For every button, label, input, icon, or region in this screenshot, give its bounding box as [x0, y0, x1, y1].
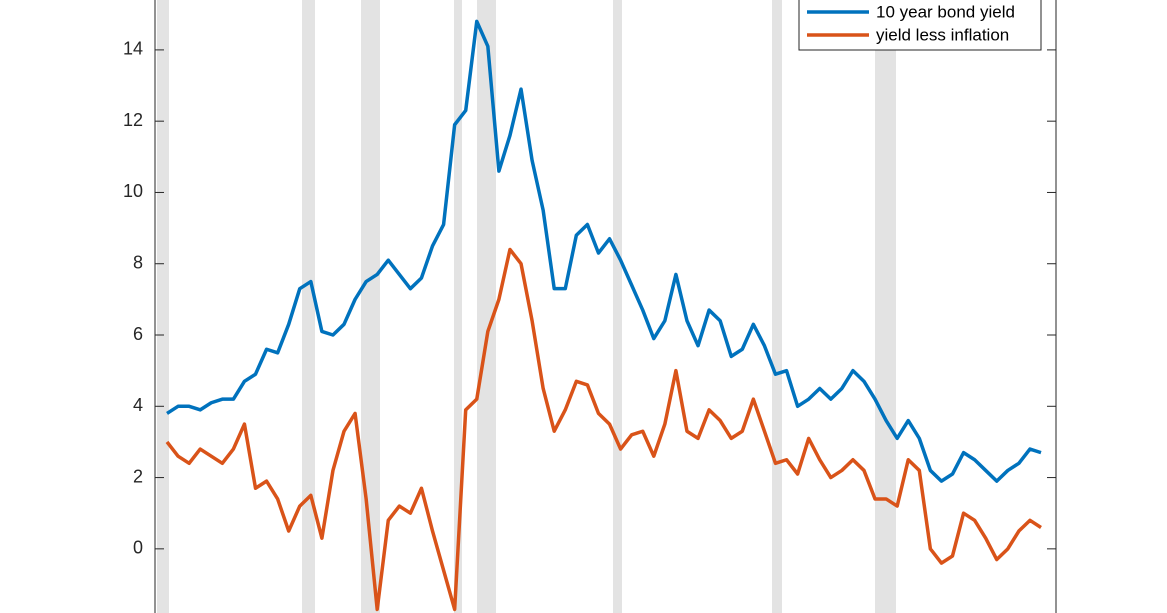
- y-tick-label: 2: [133, 466, 143, 486]
- y-tick-label: 14: [123, 39, 143, 59]
- recession-band: [302, 0, 315, 613]
- lines: [165, 19, 1042, 612]
- recession-band: [361, 0, 380, 613]
- recession-band: [157, 0, 169, 613]
- legend-box: [798, 0, 1042, 51]
- recession-band: [772, 0, 782, 613]
- recession-band: [477, 0, 496, 613]
- recession-band: [454, 0, 462, 613]
- series-line: [165, 247, 1042, 612]
- y-tick-label: 6: [133, 324, 143, 344]
- legend: 10 year bond yield yield less inflation: [798, 0, 1042, 51]
- ticks: 0 2 4 6 8 10 12 14: [123, 39, 1056, 558]
- y-tick-label: 12: [123, 110, 143, 130]
- y-tick-label: 8: [133, 252, 143, 272]
- series-line: [166, 19, 1042, 483]
- recession-band: [613, 0, 622, 613]
- legend-label: yield less inflation: [876, 25, 1009, 44]
- y-tick-label: 10: [123, 181, 143, 201]
- legend-label: 10 year bond yield: [876, 2, 1015, 21]
- recession-bands: [157, 0, 896, 613]
- recession-band: [875, 0, 896, 613]
- y-tick-label: 0: [133, 538, 143, 558]
- y-tick-label: 4: [133, 395, 143, 415]
